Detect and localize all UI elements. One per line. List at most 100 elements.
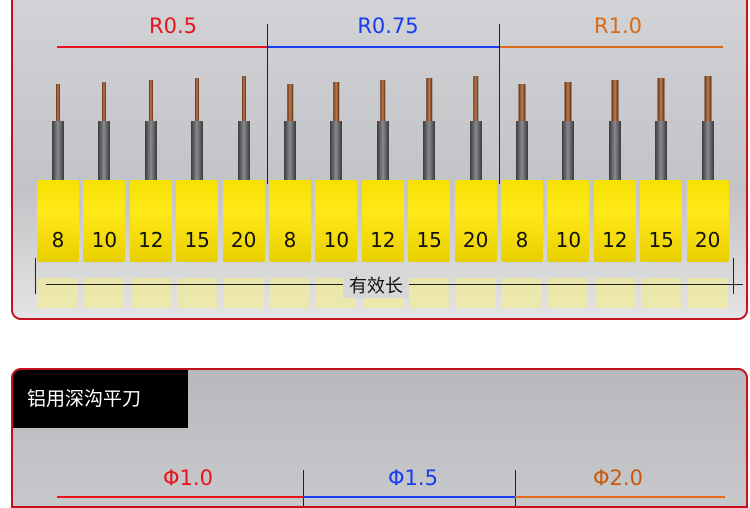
divider xyxy=(733,258,734,294)
flat-end-mill-panel: 铝用深沟平刀 Φ1.0 Φ1.5 Φ2.0 xyxy=(11,368,748,508)
group-line-r05 xyxy=(57,46,267,48)
tool-neck xyxy=(380,80,386,126)
tool-neck xyxy=(241,76,246,126)
group-label-d10: Φ1.0 xyxy=(163,466,213,490)
group-line-r10 xyxy=(499,46,723,48)
tool-shank xyxy=(655,121,668,183)
end-mill-tool: 8 xyxy=(35,0,81,316)
tool-holder xyxy=(83,180,126,262)
length-label: 20 xyxy=(462,228,489,252)
tool-holder xyxy=(269,180,311,262)
length-label: 12 xyxy=(138,228,164,252)
tool-shank xyxy=(330,121,343,183)
end-mill-tool: 10 xyxy=(313,0,359,316)
group-label-d15: Φ1.5 xyxy=(388,466,438,490)
tool-shank xyxy=(608,121,621,183)
reflection xyxy=(130,278,171,308)
reflection xyxy=(409,278,450,308)
tool-neck xyxy=(518,84,526,126)
tool-holder xyxy=(315,180,358,262)
length-label: 10 xyxy=(555,228,582,252)
end-mill-tool: 8 xyxy=(499,0,545,316)
end-mill-tool: 12 xyxy=(592,0,638,316)
group-label-r05: R0.5 xyxy=(149,14,197,38)
end-mill-tool: 20 xyxy=(221,0,267,316)
length-label: 20 xyxy=(694,228,721,252)
tool-holder xyxy=(222,180,265,262)
divider xyxy=(267,24,268,184)
tool-holder xyxy=(408,180,451,262)
tool-holder xyxy=(640,180,683,262)
length-label: 15 xyxy=(648,228,674,252)
reflection xyxy=(594,278,635,308)
end-mill-tool: 10 xyxy=(81,0,127,316)
reflection xyxy=(270,278,310,308)
end-mill-tool: 15 xyxy=(406,0,452,316)
tool-holder xyxy=(501,180,543,262)
tool-shank xyxy=(52,121,64,183)
end-mill-tool: 10 xyxy=(545,0,591,316)
length-label: 12 xyxy=(370,228,396,252)
tool-shank xyxy=(701,121,714,183)
length-label: 15 xyxy=(416,228,442,252)
end-mill-tool: 20 xyxy=(685,0,731,316)
reflection xyxy=(641,278,682,308)
end-mill-tool: 12 xyxy=(128,0,174,316)
group-label-r075: R0.75 xyxy=(357,14,419,38)
tool-neck xyxy=(611,80,619,126)
end-mill-tool: 15 xyxy=(174,0,220,316)
length-label: 8 xyxy=(283,228,297,252)
tool-shank xyxy=(237,121,250,183)
tool-neck xyxy=(287,84,293,126)
reflection xyxy=(548,278,589,308)
reflection xyxy=(502,278,542,308)
tool-shank xyxy=(144,121,157,183)
group-line-d15 xyxy=(303,496,515,498)
tool-neck xyxy=(333,82,340,126)
length-label: 10 xyxy=(91,228,118,252)
tool-holder xyxy=(361,180,404,262)
tool-holder xyxy=(454,180,497,262)
tool-shank xyxy=(423,121,436,183)
divider xyxy=(499,24,500,184)
reflection xyxy=(38,278,78,308)
divider xyxy=(35,258,36,294)
reflection xyxy=(177,278,218,308)
section-title: 铝用深沟平刀 xyxy=(13,370,188,428)
tool-neck xyxy=(195,78,200,126)
length-label: 8 xyxy=(515,228,529,252)
tool-shank xyxy=(376,121,389,183)
reflection xyxy=(687,278,728,308)
tool-holder xyxy=(593,180,636,262)
tool-shank xyxy=(191,121,204,183)
group-line-d20 xyxy=(515,496,725,498)
reflection xyxy=(223,278,264,308)
length-label: 20 xyxy=(230,228,257,252)
end-mill-tool: 20 xyxy=(453,0,499,316)
tool-neck xyxy=(56,84,60,126)
end-mill-tool: 12 xyxy=(360,0,406,316)
end-mill-tool: 8 xyxy=(267,0,313,316)
group-line-r075 xyxy=(267,46,499,48)
tool-neck xyxy=(102,82,107,126)
tool-shank xyxy=(98,121,111,183)
end-mill-tool: 15 xyxy=(638,0,684,316)
group-label-r10: R1.0 xyxy=(594,14,642,38)
ball-end-mill-panel: R0.5 R0.75 R1.0 8 10 12 15 20 8 10 12 15 20 8 10 12 1… xyxy=(11,0,748,320)
effective-length-label: 有效长 xyxy=(343,272,409,298)
length-label: 10 xyxy=(323,228,350,252)
group-label-d20: Φ2.0 xyxy=(593,466,643,490)
tool-neck xyxy=(148,80,153,126)
tool-shank xyxy=(562,121,575,183)
tool-holder xyxy=(129,180,172,262)
tool-shank xyxy=(469,121,482,183)
tool-neck xyxy=(472,76,479,126)
tool-neck xyxy=(704,76,712,126)
tool-neck xyxy=(426,78,432,126)
tool-neck xyxy=(564,82,572,126)
tool-holder xyxy=(37,180,79,262)
tool-holder xyxy=(176,180,219,262)
divider xyxy=(303,470,304,506)
tool-neck xyxy=(657,78,665,126)
reflection xyxy=(84,278,125,308)
